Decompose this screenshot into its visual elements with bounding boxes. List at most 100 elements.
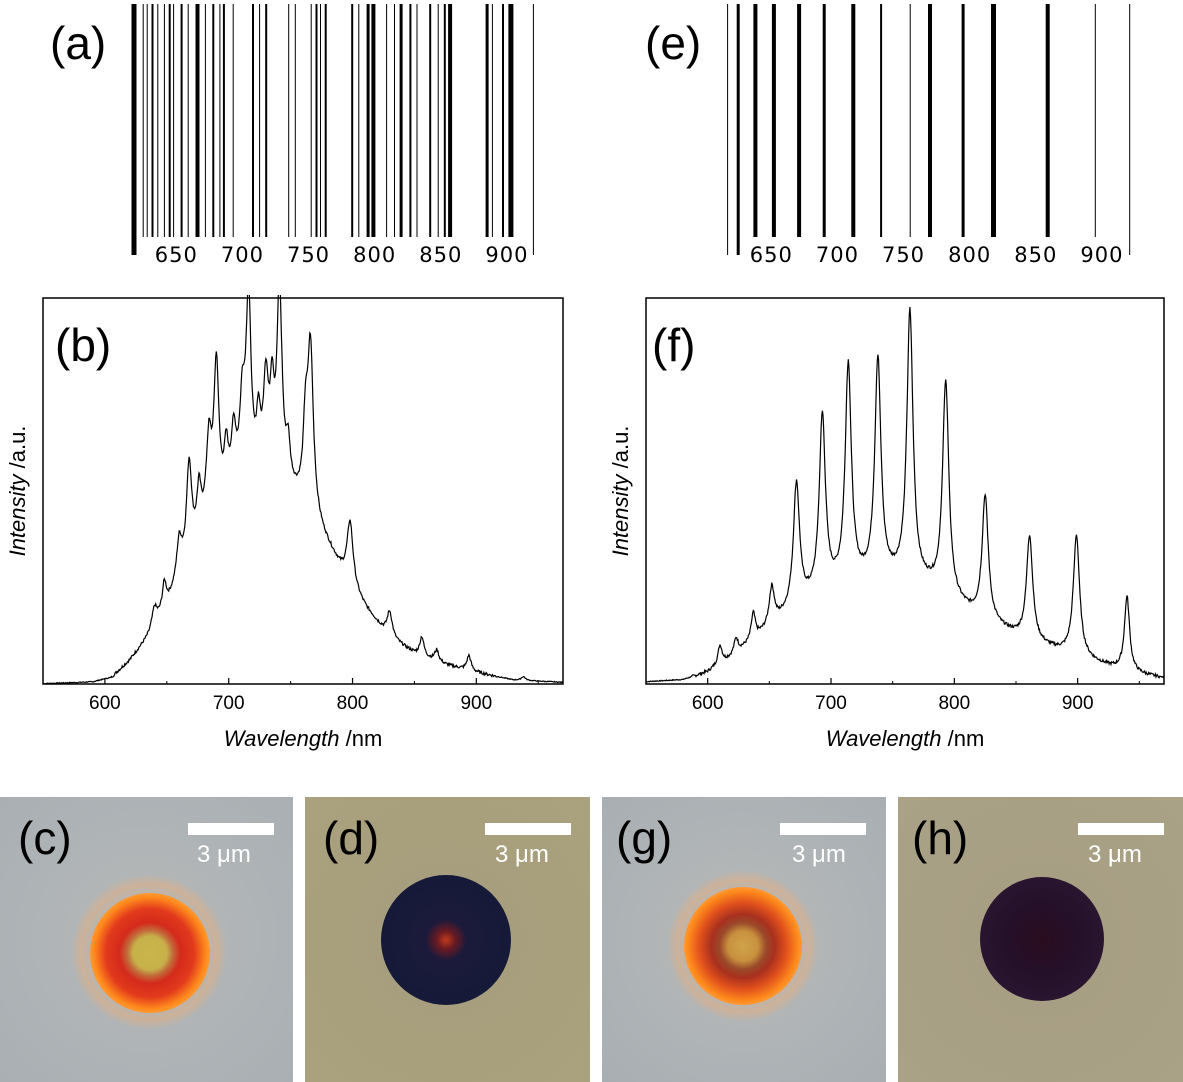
x-axis-title: Wavelength /nm: [826, 726, 985, 751]
barcode-line: [736, 4, 740, 255]
barcode-line: [437, 4, 439, 237]
barcode-line: [727, 4, 729, 255]
barcode-tick-label: 800: [353, 243, 396, 267]
scale-bar-label: 3 μm: [1088, 841, 1142, 868]
barcode-line: [222, 4, 225, 237]
barcode-line: [163, 4, 165, 237]
panel-label-e: (e): [645, 17, 702, 69]
barcode-line: [180, 4, 183, 237]
micrograph-g: (g) 3 μm: [602, 797, 886, 1082]
barcode-line: [142, 4, 144, 237]
barcode-line: [771, 4, 776, 237]
barcode-line: [324, 4, 327, 237]
barcode-line: [146, 4, 148, 237]
scale-bar-label: 3 μm: [495, 841, 549, 868]
barcode-line: [880, 4, 883, 237]
barcode-line: [157, 4, 159, 237]
barcode-line: [310, 4, 312, 237]
barcode-tick-label: 750: [882, 243, 925, 267]
barcode-line: [991, 4, 996, 237]
barcode-line: [394, 4, 395, 237]
barcode-line: [219, 4, 221, 237]
barcode-line: [232, 4, 234, 237]
x-axis-title: Wavelength /nm: [224, 726, 383, 751]
barcode-line: [443, 4, 446, 237]
panel-label-b: (b): [55, 319, 112, 371]
x-tick-label: 600: [692, 693, 724, 714]
plot-frame: [645, 297, 1165, 685]
barcode-tick-label: 850: [1014, 243, 1057, 267]
barcode-tick-label: 700: [816, 243, 859, 267]
panel-label-f: (f): [652, 319, 696, 371]
y-axis-title: Intensity /a.u.: [5, 426, 30, 557]
barcode-tick-label: 650: [155, 243, 198, 267]
spectrum-line: [43, 295, 564, 685]
barcode-line: [204, 4, 206, 237]
scale-bar: [485, 823, 571, 835]
barcode-tick-label: 850: [419, 243, 462, 267]
barcode-line: [187, 4, 189, 237]
orange-ring: [90, 893, 210, 1013]
barcode-line: [1094, 4, 1096, 237]
barcode-line: [259, 4, 261, 237]
barcode-line: [508, 4, 514, 237]
barcode-tick-label: 800: [948, 243, 991, 267]
barcode-line: [131, 4, 137, 255]
barcode-line: [288, 4, 290, 237]
scale-bar: [780, 823, 866, 835]
barcode-line: [822, 4, 826, 237]
panel-label-d: (d): [323, 812, 380, 864]
barcode-line: [195, 4, 200, 237]
barcode-line: [371, 4, 376, 237]
barcode-tick-label: 650: [750, 243, 793, 267]
scale-bar-label: 3 μm: [792, 841, 846, 868]
y-axis-title: Intensity /a.u.: [608, 426, 633, 557]
spectrum-line: [645, 307, 1165, 683]
micrograph-h: (h) 3 μm: [898, 797, 1183, 1082]
barcode-line: [252, 4, 254, 237]
barcode-tick-label: 750: [287, 243, 330, 267]
barcode-line: [909, 4, 911, 237]
x-tick-label: 600: [89, 693, 121, 714]
barcode-line: [399, 4, 403, 237]
barcode-line: [386, 4, 388, 237]
barcode-line: [358, 4, 360, 237]
dark-disk: [980, 877, 1104, 1001]
barcode-line: [532, 4, 534, 255]
panel-label-c: (c): [18, 812, 72, 864]
barcode-line: [173, 4, 175, 237]
barcode-line: [409, 4, 412, 237]
x-tick-label: 900: [1062, 693, 1094, 714]
barcode-line: [351, 4, 354, 237]
panel-label-a: (a): [50, 17, 107, 69]
barcode-line: [961, 4, 965, 237]
scale-bar: [188, 823, 274, 835]
spectrum-b: 600 700 800 900 Wavelength /nm Intensity /a.u…: [5, 295, 564, 751]
barcode-line: [168, 4, 171, 237]
scale-bar: [1078, 823, 1164, 835]
barcode-line: [753, 4, 758, 237]
barcode-line: [294, 4, 296, 237]
orange-ring: [684, 887, 802, 1005]
barcode-tick-label: 900: [485, 243, 528, 267]
barcode-line: [151, 4, 154, 237]
x-tick-label: 700: [815, 693, 847, 714]
scale-bar-label: 3 μm: [197, 841, 251, 868]
dark-disk: [381, 875, 511, 1005]
barcode-line: [448, 4, 453, 237]
barcode-line: [416, 4, 418, 237]
barcode-e: 650 700 750 800 850 900: [727, 4, 1131, 267]
barcode-line: [928, 4, 932, 237]
barcode-tick-label: 700: [221, 243, 264, 267]
panel-label-g: (g): [616, 812, 673, 864]
micrograph-d: (d) 3 μm: [305, 797, 590, 1082]
barcode-line: [212, 4, 215, 237]
barcode-line: [797, 4, 802, 237]
barcode-line: [265, 4, 268, 237]
panel-label-h: (h): [912, 812, 969, 864]
barcode-line: [315, 4, 318, 237]
micrograph-c: (c) 3 μm: [0, 797, 293, 1082]
x-tick-label: 900: [460, 693, 492, 714]
x-tick-label: 800: [337, 693, 369, 714]
barcode-tick-label: 900: [1080, 243, 1123, 267]
